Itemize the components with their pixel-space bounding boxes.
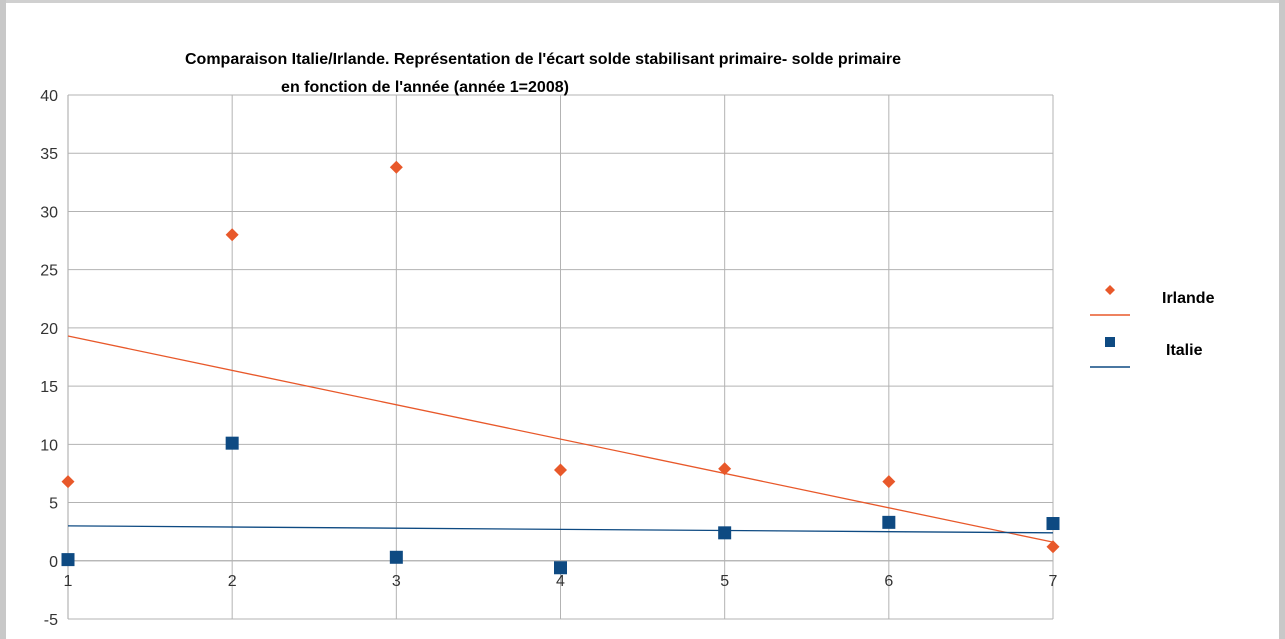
chart-title-line1: Comparaison Italie/Irlande. Représentati…	[185, 51, 901, 68]
x-tick-label: 7	[1049, 573, 1058, 590]
gridlines	[67, 94, 1054, 620]
point-irlande	[554, 463, 567, 477]
x-tick-label: 6	[884, 573, 893, 590]
legend-label-italie: Italie	[1166, 342, 1203, 359]
y-tick-label: 30	[40, 204, 58, 221]
point-italie	[61, 553, 75, 567]
right-border	[1279, 0, 1285, 639]
x-tick-label: 4	[556, 573, 565, 590]
y-tick-label: 20	[40, 321, 58, 338]
y-tick-label: 35	[40, 146, 58, 163]
y-tick-label: 15	[40, 379, 58, 396]
point-irlande	[882, 475, 896, 489]
top-border	[0, 0, 1285, 3]
y-tick-label: 40	[40, 88, 58, 105]
trend-line-irlande	[67, 335, 1054, 543]
point-irlande	[718, 462, 732, 476]
point-italie	[554, 561, 567, 575]
y-tick-label: 5	[49, 496, 58, 513]
x-tick-label: 1	[64, 573, 73, 590]
chart-title-line2: en fonction de l'année (année 1=2008)	[281, 79, 569, 96]
legend-marker-italie	[1105, 337, 1115, 347]
legend: Irlande Italie	[1090, 285, 1215, 368]
point-italie	[1046, 517, 1060, 531]
legend-marker-irlande	[1105, 285, 1115, 295]
point-italie	[718, 526, 732, 540]
y-tick-label: 25	[40, 263, 58, 280]
data-points	[61, 160, 1060, 575]
x-tick-label: 3	[392, 573, 401, 590]
point-italie	[882, 515, 896, 529]
axes	[67, 95, 1053, 619]
point-irlande	[225, 228, 239, 242]
point-irlande	[61, 475, 75, 489]
y-tick-label: -5	[44, 612, 58, 629]
point-irlande	[389, 160, 403, 174]
trend-lines	[67, 335, 1054, 543]
x-tick-label: 2	[228, 573, 237, 590]
point-italie	[225, 436, 239, 450]
point-italie	[389, 550, 403, 564]
point-irlande	[1046, 540, 1060, 554]
y-tick-label: 10	[40, 437, 58, 454]
trend-line-italie	[67, 525, 1054, 534]
x-tick-label: 5	[720, 573, 729, 590]
tick-labels: -5 0 5 10 15 20 25 30 35 40 1 2 3 4 5 6 7	[40, 88, 1057, 629]
legend-label-irlande: Irlande	[1162, 290, 1215, 307]
y-tick-label: 0	[49, 554, 58, 571]
left-border	[0, 0, 6, 639]
